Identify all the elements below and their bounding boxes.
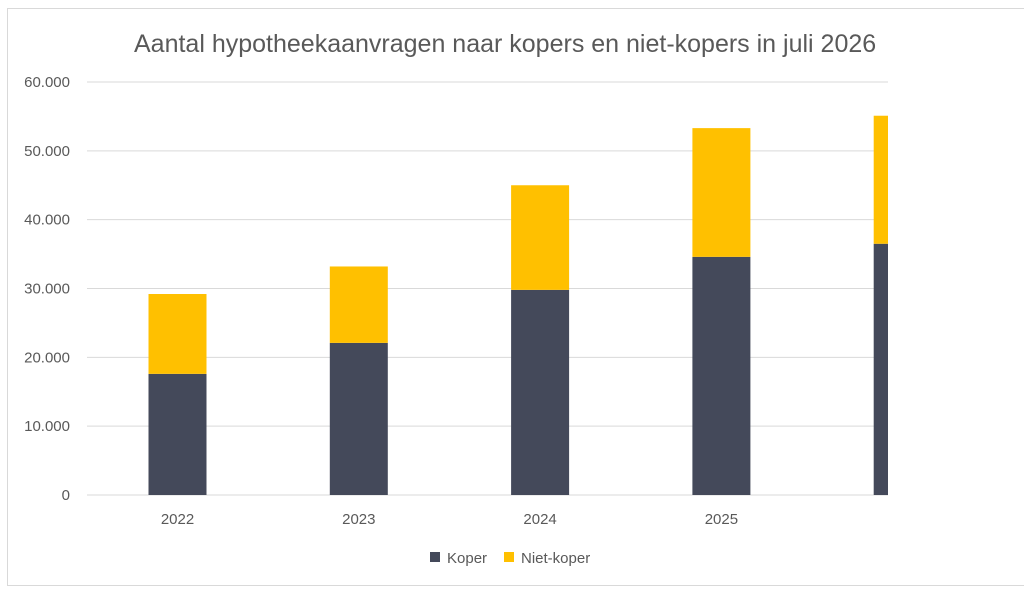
x-tick-label: 2022 <box>161 511 194 528</box>
bars <box>148 115 888 495</box>
bar-niet-koper-2025 <box>692 128 751 257</box>
y-axis-ticks: 0 10.000 20.000 30.000 40.000 50.000 60.000 <box>24 74 70 504</box>
chart-area: Aantal hypotheekaanvragen naar kopers en… <box>24 30 888 567</box>
x-axis-ticks: 20222023202420252 <box>161 511 738 528</box>
y-tick-label: 0 <box>62 487 70 504</box>
bar-koper-2025 <box>692 256 751 495</box>
legend-swatch-koper <box>430 552 440 562</box>
bar-koper-2023 <box>329 342 388 495</box>
legend-swatch-niet-koper <box>504 552 514 562</box>
bar-niet-koper-2022 <box>148 294 207 374</box>
stacked-bar-chart: Aantal hypotheekaanvragen naar kopers en… <box>24 30 888 567</box>
bar-koper-2022 <box>148 373 207 495</box>
legend-label-niet-koper: Niet-koper <box>521 550 590 567</box>
x-tick-label: 2023 <box>342 511 375 528</box>
bar-niet-koper-2023 <box>329 266 388 343</box>
bar-niet-koper-2026 <box>873 115 888 244</box>
y-tick-label: 30.000 <box>24 281 70 298</box>
bar-koper-2024 <box>511 289 570 495</box>
y-tick-label: 50.000 <box>24 143 70 160</box>
chart-title: Aantal hypotheekaanvragen naar kopers en… <box>134 30 876 58</box>
legend: Koper Niet-koper <box>430 550 590 567</box>
y-tick-label: 20.000 <box>24 349 70 366</box>
y-tick-label: 60.000 <box>24 74 70 91</box>
bar-niet-koper-2024 <box>511 185 570 290</box>
bar-koper-2026 <box>873 243 888 495</box>
gridlines <box>87 81 888 496</box>
y-tick-label: 40.000 <box>24 212 70 229</box>
x-tick-label: 2024 <box>523 511 556 528</box>
x-tick-label: 2025 <box>705 511 738 528</box>
legend-label-koper: Koper <box>447 550 487 567</box>
y-tick-label: 10.000 <box>24 418 70 435</box>
